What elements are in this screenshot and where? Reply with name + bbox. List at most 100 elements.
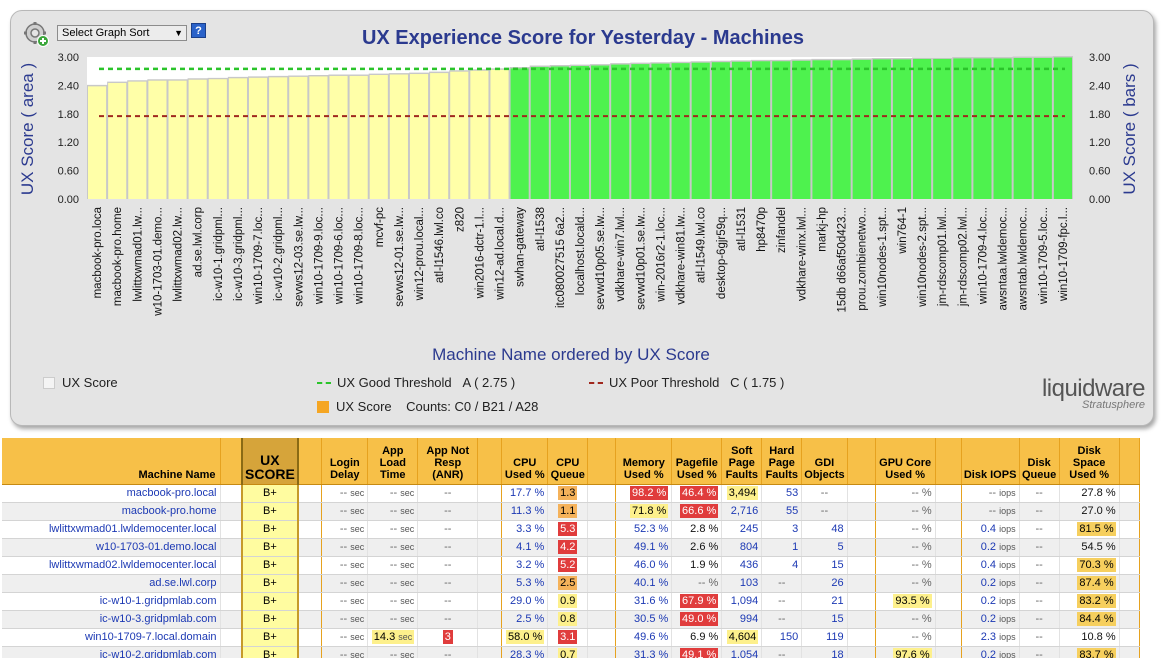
cell-pagefile-used: 1.9 %: [671, 556, 723, 575]
cell-machine-name[interactable]: ic-w10-3.gridpmlab.com: [2, 610, 221, 629]
table-row[interactable]: ic-w10-1.gridpmlab.com B+ -- sec -- sec -- 29…: [2, 592, 1140, 611]
cell-machine-name[interactable]: ic-w10-1.gridpmlab.com: [2, 592, 221, 611]
cell-machine-name[interactable]: ic-w10-2.gridpmlab.com: [2, 646, 221, 658]
cell-gap: [587, 556, 617, 575]
table-row[interactable]: lwlittxwmad01.lwldemocenter.local B+ -- se…: [2, 520, 1140, 539]
table-row[interactable]: macbook-pro.local B+ -- sec -- sec -- 17.7 % 1…: [2, 484, 1140, 503]
cell-soft-page-faults: 1,054: [721, 646, 763, 658]
cell-gpu-core-used: -- %: [875, 556, 936, 575]
x-tick-label: zinfandel: [776, 207, 788, 253]
col-login-delay[interactable]: Login Delay: [321, 438, 369, 485]
x-tick-label: w10-1703-01.demo...: [152, 207, 164, 317]
threshold-layer: [99, 67, 1065, 118]
legend-poor-label: UX Poor Threshold: [609, 375, 720, 390]
cell-gap: [847, 592, 876, 611]
cell-machine-name[interactable]: lwlittxwmad02.lwldemocenter.local: [2, 556, 221, 575]
y-tick-right: 1.80: [1089, 109, 1110, 121]
col-disk-queue[interactable]: Disk Queue: [1019, 438, 1060, 485]
y-tick-left: 2.40: [58, 80, 79, 92]
ux-score-bar: [108, 83, 127, 199]
cell-gpu-core-used: -- %: [875, 538, 936, 557]
cell-disk-iops: 0.2 iops: [961, 610, 1020, 629]
cell-memory-used: 98.2 %: [615, 484, 673, 503]
x-tick-label: prou.zombienetwo...: [857, 207, 869, 311]
cell-disk-space-used: 83.7 %: [1059, 646, 1120, 658]
col-cpu-used[interactable]: CPU Used %: [501, 438, 549, 485]
cell-memory-used: 49.6 %: [615, 628, 673, 647]
ux-score-bar: [671, 63, 690, 199]
table-row[interactable]: ic-w10-3.gridpmlab.com B+ -- sec -- sec -- 2.…: [2, 610, 1140, 629]
cell-machine-name[interactable]: lwlittxwmad01.lwldemocenter.local: [2, 520, 221, 539]
cell-memory-used: 49.1 %: [615, 538, 673, 557]
table-row[interactable]: win10-1709-7.local.domain B+ -- sec 14.3 se…: [2, 628, 1140, 647]
cell-login-delay: -- sec: [321, 628, 369, 647]
x-tick-label: ic-w10-2.gridpml...: [273, 207, 285, 301]
help-icon[interactable]: ?: [191, 23, 206, 38]
col-memory-used[interactable]: Memory Used %: [615, 438, 673, 485]
cell-machine-name[interactable]: macbook-pro.home: [2, 502, 221, 521]
table-row[interactable]: w10-1703-01.demo.local B+ -- sec -- sec -- 4.…: [2, 538, 1140, 557]
table-row[interactable]: macbook-pro.home B+ -- sec -- sec -- 11.3 % 1.…: [2, 502, 1140, 521]
col-gpu-core-used[interactable]: GPU Core Used %: [875, 438, 936, 485]
cell-cpu-queue: 4.2: [547, 538, 589, 557]
col-disk-iops[interactable]: Disk IOPS: [961, 438, 1020, 485]
graph-sort-select[interactable]: Select Graph Sort ▼: [57, 25, 187, 41]
legend-ux-score-bars[interactable]: UX Score Counts: C0 / B21 / A28: [317, 399, 538, 414]
cell-gpu-core-used: 93.5 %: [875, 592, 936, 611]
cell-anr: --: [417, 538, 479, 557]
ux-score-bar: [852, 59, 871, 200]
cell-login-delay: -- sec: [321, 574, 369, 593]
cell-gdi-objects: 18: [801, 646, 848, 658]
legend-ux-score-area[interactable]: UX Score: [43, 375, 118, 390]
col-ux-score[interactable]: UX SCORE: [241, 438, 299, 485]
ux-score-bar: [591, 65, 610, 199]
graph-settings-gear-icon[interactable]: [23, 21, 49, 47]
table-row[interactable]: lwlittxwmad02.lwldemocenter.local B+ -- se…: [2, 556, 1140, 575]
ux-score-bar: [812, 60, 831, 200]
cell-cpu-used: 11.3 %: [501, 502, 549, 521]
col-gdi-objects[interactable]: GDI Objects: [801, 438, 848, 485]
ux-score-bar: [128, 81, 147, 199]
ux-score-bar: [510, 68, 529, 199]
cell-app-load-time: -- sec: [367, 484, 419, 503]
col-app-load-time[interactable]: App Load Time: [367, 438, 419, 485]
cell-gap: [220, 574, 243, 593]
table-row[interactable]: ic-w10-2.gridpmlab.com B+ -- sec -- sec -- 28…: [2, 646, 1140, 658]
cell-ux-score: B+: [241, 592, 299, 611]
cell-disk-iops: 0.2 iops: [961, 538, 1020, 557]
cell-disk-queue: --: [1019, 538, 1060, 557]
cell-gdi-objects: 5: [801, 538, 848, 557]
x-tick-label: win12-ad.local.d...: [495, 207, 507, 301]
cell-gap: [297, 610, 323, 629]
legend-poor-threshold[interactable]: UX Poor Threshold C ( 1.75 ): [589, 375, 784, 390]
cell-gap: [297, 556, 323, 575]
cell-machine-name[interactable]: ad.se.lwl.corp: [2, 574, 221, 593]
cell-disk-space-used: 87.4 %: [1059, 574, 1120, 593]
cell-gap: [220, 484, 243, 503]
cell-disk-queue: --: [1019, 556, 1060, 575]
cell-machine-name[interactable]: macbook-pro.local: [2, 484, 221, 503]
cell-gap: [297, 538, 323, 557]
cell-hard-page-faults: 4: [761, 556, 803, 575]
ux-score-bar: [188, 79, 207, 199]
col-cpu-queue[interactable]: CPU Queue: [547, 438, 589, 485]
col-machine-name[interactable]: Machine Name: [2, 438, 221, 485]
x-tick-label: jm-rdscomp01.lwl...: [937, 207, 949, 307]
cell-memory-used: 52.3 %: [615, 520, 673, 539]
x-tick-label: win764-1: [897, 207, 909, 255]
cell-gap: [297, 484, 323, 503]
cell-disk-queue: --: [1019, 592, 1060, 611]
col-app-not-resp[interactable]: App Not Resp (ANR): [417, 438, 479, 485]
col-pagefile-used[interactable]: Pagefile Used %: [671, 438, 723, 485]
table-row[interactable]: ad.se.lwl.corp B+ -- sec -- sec -- 5.3 % 2.5 40…: [2, 574, 1140, 593]
col-soft-page-faults[interactable]: Soft Page Faults: [721, 438, 763, 485]
ux-score-bar: [913, 58, 932, 199]
col-hard-page-faults[interactable]: Hard Page Faults: [761, 438, 803, 485]
col-disk-space-used[interactable]: Disk Space Used %: [1059, 438, 1120, 485]
cell-machine-name[interactable]: win10-1709-7.local.domain: [2, 628, 221, 647]
cell-gap: [587, 610, 617, 629]
x-tick-label: win12-prou.local...: [414, 207, 426, 301]
x-tick-label: win2016-dctr-1.l...: [474, 207, 486, 299]
cell-machine-name[interactable]: w10-1703-01.demo.local: [2, 538, 221, 557]
legend-good-threshold[interactable]: UX Good Threshold A ( 2.75 ): [317, 375, 515, 390]
